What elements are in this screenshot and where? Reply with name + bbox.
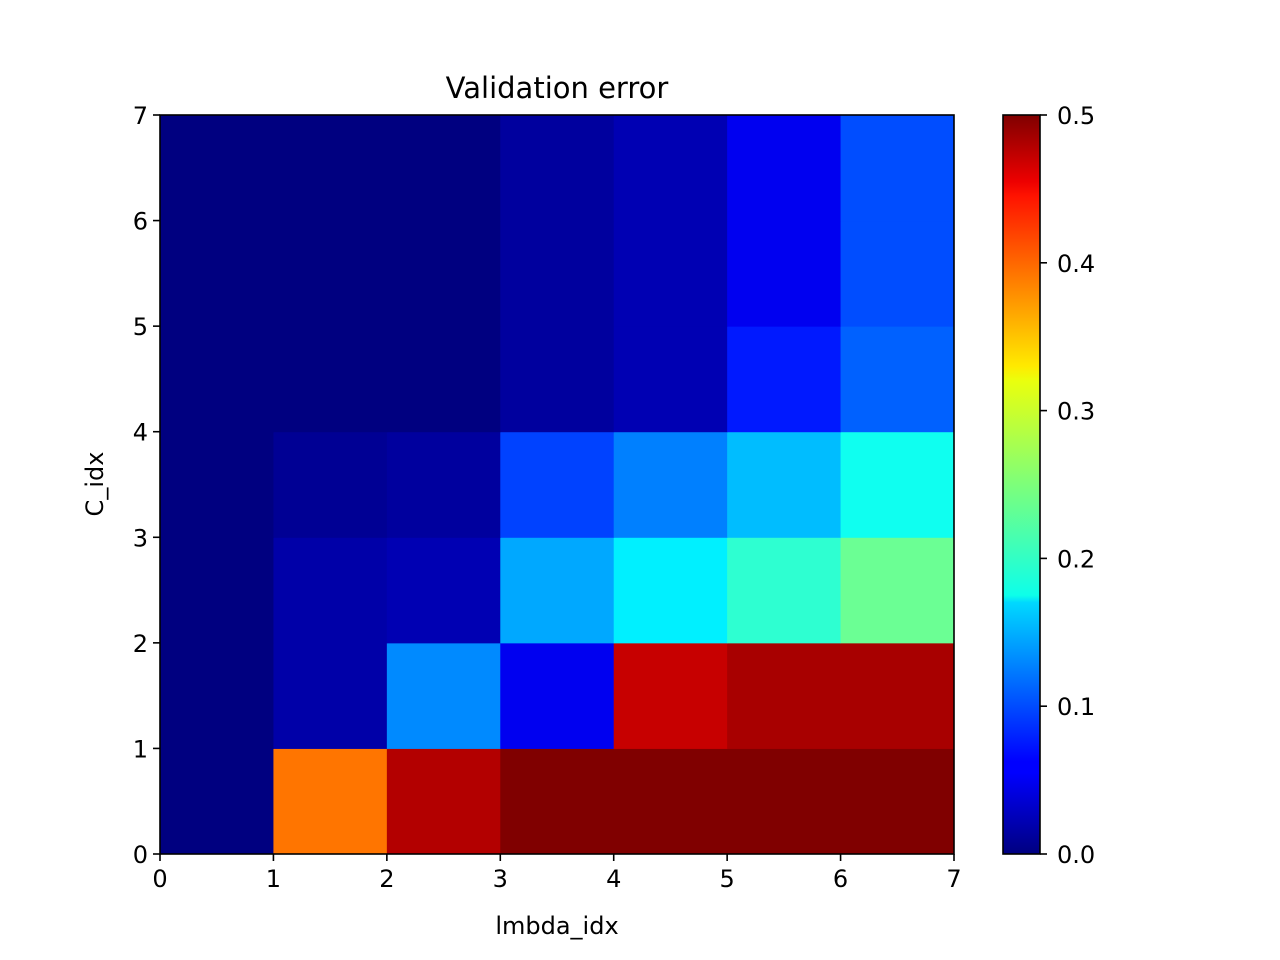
colorbar-tick-label: 0.5	[1057, 102, 1095, 130]
x-tick-label: 7	[946, 865, 961, 893]
x-tick-label: 4	[606, 865, 621, 893]
heatmap-cell	[386, 220, 501, 327]
heatmap-cell	[500, 326, 615, 433]
chart-title: Validation error	[446, 71, 669, 105]
colorbar	[1002, 114, 1041, 855]
heatmap-cell	[613, 326, 728, 433]
x-tick-label: 2	[379, 865, 394, 893]
heatmap-cell	[386, 748, 501, 855]
heatmap-cell	[840, 537, 955, 644]
heatmap-cell	[386, 115, 501, 222]
colorbar-tick-label: 0.4	[1057, 250, 1095, 278]
heatmap-cell	[840, 326, 955, 433]
heatmap-cell	[840, 220, 955, 327]
heatmap-cell	[840, 642, 955, 749]
heatmap-cell	[386, 431, 501, 538]
y-tick-label: 1	[133, 735, 148, 763]
y-axis-label: C_idx	[81, 452, 109, 517]
heatmap-cell	[273, 115, 388, 222]
heatmap-cell	[613, 642, 728, 749]
heatmap-cell	[160, 748, 274, 855]
y-tick-label: 4	[133, 419, 148, 447]
heatmap-cell	[840, 115, 955, 222]
heatmap-cell	[273, 537, 388, 644]
heatmap-cell	[386, 326, 501, 433]
heatmap-cell	[727, 220, 842, 327]
heatmap-cell	[727, 537, 842, 644]
heatmap-cell	[727, 115, 842, 222]
heatmap-cell	[273, 748, 388, 855]
heatmap-cell	[160, 537, 274, 644]
heatmap-cell	[727, 642, 842, 749]
heatmap-cell	[500, 748, 615, 855]
colorbar-tick-label: 0.1	[1057, 693, 1095, 721]
heatmap-cell	[386, 642, 501, 749]
heatmap-cell	[613, 220, 728, 327]
heatmap-cell	[727, 748, 842, 855]
heatmap-cell	[727, 431, 842, 538]
y-tick-label: 0	[133, 841, 148, 869]
colorbar-tick-label: 0.3	[1057, 398, 1095, 426]
colorbar-ticks: 0.0 0.1 0.2 0.3 0.4 0.5	[1040, 102, 1095, 869]
heatmap-cell	[500, 220, 615, 327]
heatmap-cell	[500, 115, 615, 222]
heatmap-cell	[613, 748, 728, 855]
y-tick-label: 3	[133, 524, 148, 552]
colorbar-tick-label: 0.2	[1057, 545, 1095, 573]
y-tick-label: 5	[133, 313, 148, 341]
x-tick-label: 1	[266, 865, 281, 893]
y-axis-ticks: 0 1 2 3 4 5 6 7	[133, 102, 160, 869]
heatmap-cell	[273, 220, 388, 327]
heatmap-cell	[613, 537, 728, 644]
heatmap-cell	[273, 642, 388, 749]
x-tick-label: 0	[152, 865, 167, 893]
colorbar-tick-label: 0.0	[1057, 841, 1095, 869]
heatmap-cell	[500, 431, 615, 538]
heatmap-cell	[840, 431, 955, 538]
x-tick-label: 6	[833, 865, 848, 893]
x-axis-label: lmbda_idx	[495, 912, 618, 940]
heatmap-cell	[500, 537, 615, 644]
heatmap-cells	[160, 115, 955, 855]
y-tick-label: 7	[133, 102, 148, 130]
heatmap-cell	[386, 537, 501, 644]
y-tick-label: 2	[133, 630, 148, 658]
x-tick-label: 3	[493, 865, 508, 893]
heatmap-cell	[160, 431, 274, 538]
heatmap-cell	[840, 748, 955, 855]
y-tick-label: 6	[133, 208, 148, 236]
heatmap-cell	[727, 326, 842, 433]
plot-frame	[159, 114, 955, 855]
heatmap-cell	[160, 642, 274, 749]
heatmap-cell	[273, 326, 388, 433]
heatmap-cell	[613, 115, 728, 222]
heatmap-cell	[500, 642, 615, 749]
heatmap-cell	[160, 220, 274, 327]
x-tick-label: 5	[720, 865, 735, 893]
x-axis-ticks: 0 1 2 3 4 5 6 7	[152, 854, 962, 893]
heatmap-cell	[273, 431, 388, 538]
heatmap-cell	[613, 431, 728, 538]
heatmap-cell	[160, 326, 274, 433]
heatmap-cell	[160, 115, 274, 222]
